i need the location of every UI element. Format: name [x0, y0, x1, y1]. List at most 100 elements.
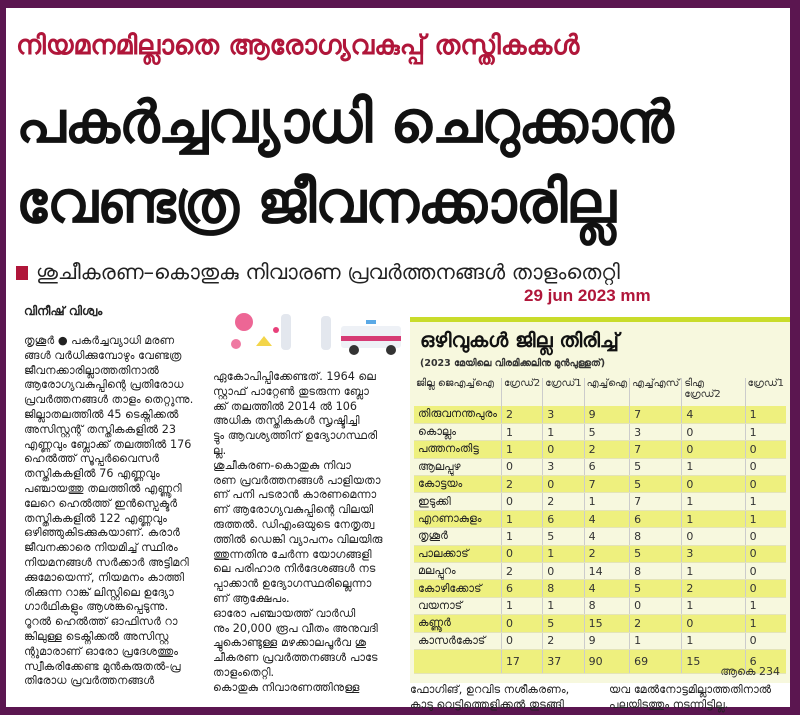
vacancy-cell: 1 — [500, 597, 543, 616]
vacancy-cell: 0 — [500, 492, 543, 511]
vacancy-cell: 3 — [542, 406, 585, 424]
vacancy-cell: 1 — [681, 492, 746, 511]
vacancy-cell: 0 — [681, 527, 746, 546]
vacancy-cell: 7 — [629, 440, 682, 459]
vacancy-cell: 6 — [583, 458, 630, 477]
vacancy-cell: 1 — [500, 510, 543, 529]
subheadline-text: ശുചീകരണ–കൊതുകു നിവാരണ പ്രവർത്തനങ്ങൾ താളം… — [36, 260, 620, 284]
date-stamp: 29 jun 2023 mm — [524, 286, 651, 305]
vacancy-cell: 0 — [681, 423, 746, 442]
vacancy-cell: 9 — [583, 632, 630, 650]
vacancy-cell: 3 — [681, 545, 746, 564]
vacancy-cell: 1 — [629, 632, 682, 650]
article-line: തസ്തികകളിൽ 122 എണ്ണവും — [24, 511, 167, 525]
vacancy-cell: 7 — [583, 475, 630, 494]
vacancy-cell: 0 — [681, 614, 746, 633]
vacancy-cell: 4 — [681, 406, 746, 424]
article-column-4: യവ മേൽനോട്ടമില്ലാത്തതിനാൽ പലയിടത്തും നടന്… — [609, 682, 771, 712]
table-title: ഒഴിവുകൾ ജില്ല തിരിച്ച് — [420, 328, 619, 352]
article-column-1: തൃശൂർ ● പകർച്ചവ്യാധി മരണ ങ്ങൾ വർധിക്കുമ്പ… — [24, 334, 214, 689]
table-row: മലപ്പുറം 2 0 14 8 1 0 — [414, 562, 786, 581]
vacancy-cell: 1 — [744, 614, 786, 633]
vacancy-cell: 1 — [744, 423, 786, 442]
article-line: ക്കുമോയെന്ന്, നിയമനം കാത്തി — [24, 570, 185, 584]
vacancy-cell: 0 — [629, 597, 682, 616]
article-line: രുത്തൽ. ഡിഎംഒയുടെ നേതൃത്വ — [213, 517, 375, 531]
vacancy-cell: 0 — [542, 562, 585, 581]
article-line: ജീവനക്കാരില്ലാത്തതിനാൽ — [24, 363, 159, 377]
vacancy-cell: 0 — [542, 475, 585, 494]
table-row: കോഴിക്കോട് 6 8 4 5 2 0 — [414, 579, 786, 598]
vacancy-cell: 0 — [744, 562, 786, 581]
vacancy-cell: 15 — [583, 614, 630, 633]
article-line: പ്പാക്കാൻ ഉദ്യോഗസ്ഥരില്ലെന്നാ — [213, 577, 372, 591]
article-line: ണ് ആരോഗ്യവകുപ്പിന്റെ വിലയി — [213, 503, 374, 517]
vacancy-cell: 2 — [542, 632, 585, 650]
article-line: ലെ പരിഹാര നിർദേശങ്ങൾ നട — [213, 562, 376, 576]
article-line: തൃശൂർ ● പകർച്ചവ്യാധി മരണ — [24, 334, 175, 347]
article-line: ണ് പനി പടരാൻ കാരണമെന്നാ — [213, 488, 377, 502]
vacancy-cell: 2 — [681, 579, 746, 598]
article-line: യവ മേൽനോട്ടമില്ലാത്തതിനാൽ — [609, 683, 772, 696]
vacancy-cell: 1 — [681, 632, 746, 650]
article-line: പ്രവർത്തനങ്ങൾ താളം തെറ്റുന്നു. — [24, 393, 194, 407]
vacancy-cell: 1 — [681, 597, 746, 616]
vacancy-cell: 6 — [500, 579, 543, 598]
article-line: ഫോഗിങ്, ഉറവിട നശീകരണം, — [410, 683, 570, 696]
vacancy-cell: 0 — [500, 458, 543, 477]
article-line: റൂറൽ ഹെൽത്ത് ഓഫിസർ റാ — [24, 615, 178, 629]
table-row: കോട്ടയം 2 0 7 5 0 0 — [414, 475, 786, 494]
vacancy-cell: 2 — [542, 492, 585, 511]
article-line: ത്തുന്നതിനു ചേർന്ന യോഗങ്ങളി — [213, 547, 372, 561]
subheadline: ശുചീകരണ–കൊതുകു നിവാരണ പ്രവർത്തനങ്ങൾ താളം… — [16, 260, 620, 285]
vacancy-cell: 1 — [681, 510, 746, 529]
vacancy-cell: 5 — [629, 545, 682, 564]
article-line: ലേറെ ഹെൽത്ത് ഇൻസ്പെക്ടർ — [24, 496, 178, 510]
district-cell: ഇടുക്കി — [414, 492, 502, 511]
vacancy-cell: 8 — [629, 562, 682, 581]
district-cell: പാലക്കാട് — [414, 545, 502, 564]
vacancy-table-box: ഒഴിവുകൾ ജില്ല തിരിച്ച് (2023 മേയിലെ വിരമ… — [410, 317, 790, 683]
table-row: എറണാകുളം 1 6 4 6 1 1 — [414, 510, 786, 529]
total-cell: 37 — [542, 648, 585, 674]
article-line: കാടു വെട്ടിത്തെളിക്കൽ തുടങ്ങി — [410, 698, 564, 711]
vacancy-cell: 1 — [744, 597, 786, 616]
column-header: എച്ച്ഐ — [583, 378, 630, 406]
district-cell: വയനാട് — [414, 597, 502, 616]
table-row: കാസർകോട് 0 2 9 1 1 0 — [414, 632, 786, 650]
vacancy-cell: 0 — [681, 475, 746, 494]
article-line: പഞ്ചായത്തു തലത്തിൽ എണ്ണൂറി — [24, 481, 182, 495]
article-line: സ്വീകരിക്കേണ്ട മുൻകരുതൽ-പ്ര — [24, 659, 181, 673]
vacancy-cell: 1 — [681, 562, 746, 581]
vacancy-cell: 5 — [583, 423, 630, 442]
headline-line-2: വേണ്ടത്ര ജീവനക്കാരില്ല — [16, 168, 616, 236]
vacancy-cell: 1 — [681, 458, 746, 477]
table-row: പാലക്കാട് 0 1 2 5 3 0 — [414, 545, 786, 564]
byline: വിനീഷ് വിശ്വം — [24, 304, 103, 318]
article-line: നിയമനങ്ങൾ സർക്കാർ അട്ടിമറി — [24, 555, 189, 569]
table-row: തൃശൂർ 1 5 4 8 0 0 — [414, 527, 786, 546]
column-header: ടിഎ ഗ്രേഡ്2 — [681, 378, 746, 406]
vacancy-cell: 5 — [629, 475, 682, 494]
grand-total: ആകെ 234 — [720, 665, 780, 678]
total-cell: 69 — [629, 648, 682, 674]
article-line: ജില്ലാതലത്തിൽ 45 ടെക്നിക്കൽ — [24, 407, 179, 421]
article-line: ഗാർഥികളും ആശങ്കപ്പെടുന്നു. — [24, 600, 169, 614]
vacancy-cell: 1 — [583, 492, 630, 511]
article-column-3: ഫോഗിങ്, ഉറവിട നശീകരണം, കാടു വെട്ടിത്തെളിക… — [410, 682, 569, 712]
totals-row: 17 37 90 69 15 6 — [414, 648, 786, 674]
article-line: അസിസ്റ്റന്റ് തസ്തികകളിൽ 23 — [24, 422, 177, 436]
vacancy-cell: 5 — [629, 458, 682, 477]
article-line: ങ്ങൾ വർധിക്കുമ്പോഴും വേണ്ടത്ര — [24, 348, 182, 362]
vacancy-cell: 2 — [500, 475, 543, 494]
vacancy-cell: 0 — [744, 440, 786, 459]
vacancy-cell: 0 — [542, 440, 585, 459]
news-clipping: നിയമനമില്ലാതെ ആരോഗ്യവകുപ്പ് തസ്തികകൾ പകർ… — [6, 8, 790, 711]
vacancy-cell: 9 — [583, 406, 630, 424]
article-line: ല്ല. — [213, 443, 227, 457]
total-cell: 17 — [500, 648, 543, 674]
vacancy-cell: 1 — [542, 597, 585, 616]
table-row: വയനാട് 1 1 8 0 1 1 — [414, 597, 786, 616]
article-line: തിരോധ പ്രവർത്തനങ്ങൾ — [24, 674, 155, 688]
table-row: കണ്ണൂർ 0 5 15 2 0 1 — [414, 614, 786, 633]
